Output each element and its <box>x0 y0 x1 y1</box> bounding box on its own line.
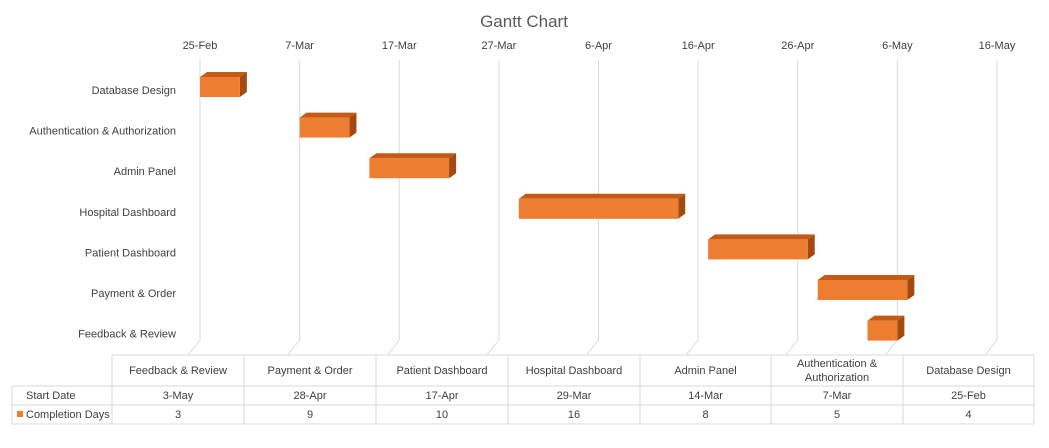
table-cell: 5 <box>834 409 840 421</box>
x-tick-label: 6-May <box>882 40 913 52</box>
gantt-bar <box>867 315 905 341</box>
table-column-header: Authorization <box>805 372 869 384</box>
table-cell: 16 <box>568 409 580 421</box>
y-category-label: Hospital Dashboard <box>79 207 176 219</box>
gridline <box>486 60 500 356</box>
y-category-label: Authentication & Authorization <box>29 126 176 138</box>
x-tick-label: 26-Apr <box>781 40 814 52</box>
data-table: Feedback & Review Payment & Order Patient … <box>11 354 1035 425</box>
table-cell: 25-Feb <box>951 390 986 402</box>
x-tick-label: 16-May <box>979 40 1016 52</box>
x-tick-label: 16-Apr <box>682 40 715 52</box>
table-cell: 10 <box>436 409 448 421</box>
gridline <box>685 60 699 356</box>
gantt-bar <box>708 234 815 260</box>
y-axis-labels: Database Design Authentication & Authoriz… <box>29 85 176 341</box>
gantt-bar <box>200 72 247 97</box>
legend-key <box>17 411 23 417</box>
gantt-bar <box>817 275 915 300</box>
bars <box>200 72 915 341</box>
gantt-bar <box>518 193 686 219</box>
gridline <box>586 60 599 356</box>
table-cell: 17-Apr <box>425 390 458 402</box>
table-cell: 8 <box>702 409 708 421</box>
table-cell: 3-May <box>163 390 194 402</box>
y-category-label: Database Design <box>92 85 176 97</box>
y-category-label: Payment & Order <box>91 288 176 300</box>
table-cell: 3 <box>175 409 181 421</box>
table-column-header: Feedback & Review <box>129 365 227 377</box>
x-axis-ticks: 25-Feb 7-Mar 17-Mar 27-Mar 6-Apr 16-Apr 26-Apr… <box>183 40 1016 52</box>
gridline <box>984 60 998 356</box>
table-row-label: Completion Days <box>26 409 110 421</box>
x-tick-label: 7-Mar <box>285 40 314 52</box>
x-tick-label: 6-Apr <box>585 40 612 52</box>
x-tick-label: 25-Feb <box>183 40 218 52</box>
y-category-label: Patient Dashboard <box>85 247 176 259</box>
table-cell: 29-Mar <box>557 390 592 402</box>
table-column-header: Admin Panel <box>674 365 736 377</box>
table-cell: 4 <box>965 409 971 421</box>
x-tick-label: 27-Mar <box>481 40 516 52</box>
table-column-header: Patient Dashboard <box>396 365 487 377</box>
table-row-label: Start Date <box>26 390 76 402</box>
table-cell: 28-Apr <box>293 390 326 402</box>
gridline <box>187 60 201 356</box>
gridline <box>785 60 799 356</box>
table-column-header: Hospital Dashboard <box>526 365 623 377</box>
table-column-header: Payment & Order <box>268 365 353 377</box>
table-cell: 9 <box>307 409 313 421</box>
gantt-bar <box>369 153 457 179</box>
gantt-bar <box>299 112 357 138</box>
y-category-label: Admin Panel <box>114 166 176 178</box>
chart-title: Gantt Chart <box>480 12 568 31</box>
y-category-label: Feedback & Review <box>78 329 176 341</box>
table-column-header: Database Design <box>926 365 1010 377</box>
gridline <box>287 60 301 356</box>
table-cell: 7-Mar <box>823 390 852 402</box>
table-column-header: Authentication & <box>797 358 878 370</box>
table-cell: 14-Mar <box>688 390 723 402</box>
x-tick-label: 17-Mar <box>382 40 417 52</box>
